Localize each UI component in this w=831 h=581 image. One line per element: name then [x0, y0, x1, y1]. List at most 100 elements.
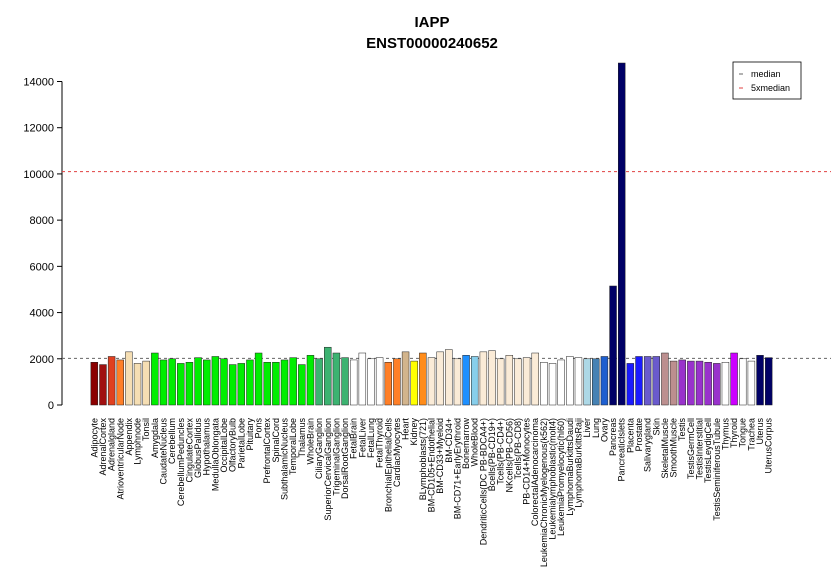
x-tick-label: SpinalCord: [271, 418, 281, 463]
bar: [704, 362, 712, 406]
y-tick-label: 6000: [30, 261, 54, 273]
bar: [237, 363, 246, 406]
bar: [341, 357, 349, 406]
x-tick-label: TestisInterstitial: [695, 418, 705, 480]
bar: [393, 358, 401, 406]
bar: [479, 351, 488, 406]
x-tick-label: Hypothalamus: [202, 418, 212, 476]
x-tick-label: CardiacMyocytes: [392, 418, 402, 488]
legend-label: 5xmedian: [751, 83, 790, 93]
legend-box: [732, 61, 802, 100]
x-tick-label: CerebellumPeduncles: [176, 418, 186, 507]
x-tick-label: Bonemarrow: [461, 418, 471, 470]
x-tick-label: WholeBrain: [305, 418, 315, 465]
x-tick-label: SuperiorCervicalGanglion: [323, 418, 333, 521]
x-tick-label: Salivarygland: [643, 418, 653, 472]
x-tick-label: Adrenalgland: [107, 418, 117, 471]
bar: [177, 363, 185, 406]
x-tick-label: Adipocyte: [89, 418, 99, 458]
x-tick-label: Pituitary: [245, 418, 255, 451]
bar: [600, 356, 609, 406]
bar: [695, 360, 704, 406]
bar: [151, 352, 159, 406]
x-tick-label: TestisGermCell: [686, 418, 696, 479]
x-tick-label: LeukemiaPromyelocytic(hl60): [556, 418, 566, 536]
bar: [669, 360, 678, 406]
y-tick-label: 14000: [23, 76, 54, 88]
x-tick-label: Kidney: [409, 418, 419, 446]
bar: [228, 364, 237, 406]
x-tick-label: TestisSeminiferousTubule: [712, 418, 722, 521]
bar: [272, 362, 280, 406]
bar: [349, 359, 358, 406]
x-tick-label: PrefrontalCortex: [262, 418, 272, 484]
bar: [739, 358, 747, 406]
bar: [496, 358, 505, 406]
x-tick-label: Thalamus: [297, 418, 307, 458]
x-tick-label: CaudateNucleus: [158, 418, 168, 485]
bar: [125, 351, 133, 406]
bar: [471, 356, 479, 406]
bar: [306, 355, 315, 406]
bar: [531, 352, 539, 406]
x-tick-label: AdrenalCortex: [98, 418, 108, 476]
x-tick-label: OccipitalLobe: [219, 418, 229, 473]
x-tick-label: BLymphoblasts(721): [418, 418, 428, 500]
bar: [661, 352, 669, 406]
x-tick-label: FetalLung: [366, 418, 376, 458]
bar: [764, 357, 773, 406]
x-tick-label: NKcells(PB-CD56): [504, 418, 514, 493]
x-tick-label: SubthalamicNucleus: [280, 418, 290, 501]
bar: [159, 359, 168, 406]
bar: [747, 360, 756, 406]
x-tick-label: MedullaOblongata: [210, 418, 220, 491]
x-tick-label: BM-CD105+Endothelial: [427, 418, 437, 512]
x-tick-label: Bcells(PB-CD19+): [487, 418, 497, 491]
x-tick-label: Tcells(PB-CD8): [513, 418, 523, 480]
x-tick-label: BM-CD71+EarlyErythroid: [452, 418, 462, 519]
x-tick-label: TestisLeydigCell: [703, 418, 713, 483]
x-tick-label: Thymus: [720, 418, 730, 451]
x-tick-label: DendriticCells(DC PB-BDCA4+): [478, 418, 488, 545]
x-tick-label: Trachea: [746, 418, 756, 451]
x-tick-label: Liver: [582, 418, 592, 438]
bar: [332, 352, 341, 406]
x-tick-label: FetalLiver: [357, 418, 367, 458]
bar: [488, 350, 496, 406]
x-tick-label: PancreaticIslets: [617, 418, 627, 482]
bar: [419, 352, 427, 406]
bar: [583, 358, 591, 406]
x-tick-label: Uterus: [755, 418, 765, 445]
bar: [574, 357, 583, 406]
bar: [220, 358, 228, 406]
x-tick-label: Thyroid: [729, 418, 739, 448]
x-tick-label: Tonsil: [141, 418, 151, 441]
bar: [168, 358, 176, 406]
x-tick-label: Prostate: [634, 418, 644, 452]
bar: [367, 358, 375, 406]
x-tick-label: CiliaryGanglion: [314, 418, 324, 479]
x-tick-label: ColorectalAdenocarcinoma: [530, 418, 540, 526]
bar: [453, 358, 462, 406]
bar: [445, 349, 453, 406]
x-tick-label: AtrioventricularNode: [115, 418, 125, 500]
bar: [194, 357, 202, 406]
x-tick-label: SmoothMuscle: [669, 418, 679, 478]
bar: [142, 360, 150, 406]
y-tick-label: 4000: [30, 308, 54, 320]
bar: [592, 358, 600, 406]
x-tick-label: FetalBrain: [349, 418, 359, 459]
x-tick-label: Ovary: [599, 418, 609, 443]
x-tick-label: Skin: [651, 418, 661, 436]
x-tick-label: BronchialEpithelialCells: [383, 418, 393, 513]
y-tick-label: 12000: [23, 123, 54, 135]
x-tick-label: TrigeminalGanglion: [331, 418, 341, 496]
x-tick-label: ParietalLobe: [236, 418, 246, 469]
x-tick-label: Pons: [254, 418, 264, 439]
bar: [401, 351, 410, 406]
bar: [280, 359, 289, 406]
x-tick-label: Pancreas: [608, 418, 618, 457]
bar: [211, 356, 220, 406]
bar: [548, 363, 557, 406]
bar: [514, 358, 522, 406]
